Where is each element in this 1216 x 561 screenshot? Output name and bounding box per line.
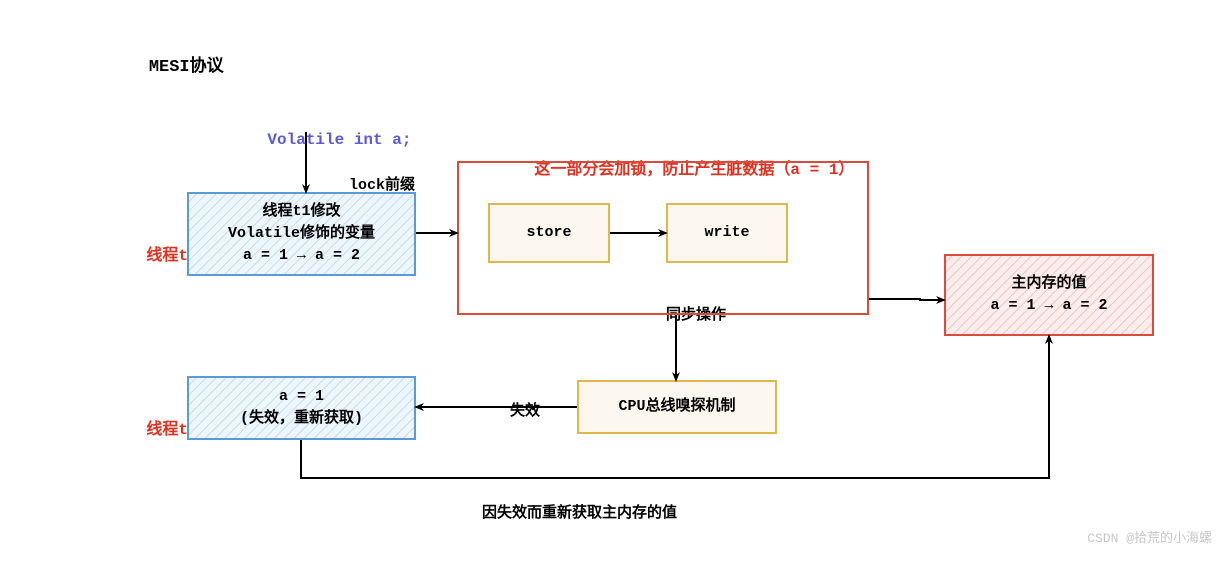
invalid-text: 失效 — [510, 403, 540, 420]
watermark: CSDN @拾荒的小海螺 — [1056, 512, 1212, 561]
title-text: MESI协议 — [149, 58, 224, 77]
t1-modify-box: 线程t1修改 Volatile修饰的变量 a = 1 → a = 2 — [187, 192, 416, 276]
thread-t1-label: 线程t1 — [108, 223, 198, 283]
invalid-label: 失效 — [474, 382, 540, 437]
main-memory-box: 主内存的值 a = 1 → a = 2 — [944, 254, 1154, 336]
refetch-text: 因失效而重新获取主内存的值 — [482, 505, 677, 522]
t2-cache-box: a = 1 (失效，重新获取) — [187, 376, 416, 440]
volatile-text: Volatile int a; — [267, 131, 411, 149]
arrow-lock-to-memory — [869, 299, 944, 300]
diagram-title: MESI协议 — [108, 32, 224, 96]
store-box: store — [488, 203, 610, 263]
refetch-label: 因失效而重新获取主内存的值 — [446, 484, 677, 539]
thread-t2-label: 线程t2 — [108, 397, 198, 457]
write-box: write — [666, 203, 788, 263]
cpu-sniff-box: CPU总线嗅探机制 — [577, 380, 777, 434]
watermark-text: CSDN @拾荒的小海螺 — [1087, 531, 1212, 546]
